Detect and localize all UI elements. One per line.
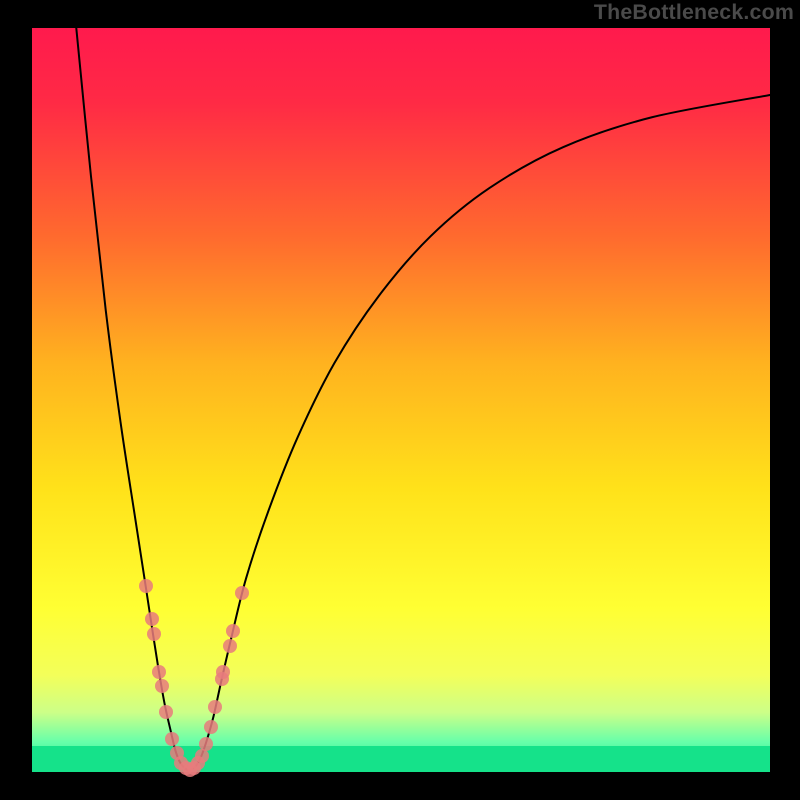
curve-right bbox=[188, 95, 770, 771]
bottleneck-curves bbox=[32, 28, 770, 772]
data-point-marker bbox=[199, 737, 213, 751]
data-point-marker bbox=[208, 700, 222, 714]
attribution-text: TheBottleneck.com bbox=[594, 0, 794, 25]
chart-stage: TheBottleneck.com bbox=[0, 0, 800, 800]
data-point-marker bbox=[195, 749, 209, 763]
data-point-marker bbox=[223, 639, 237, 653]
data-point-marker bbox=[152, 665, 166, 679]
data-point-marker bbox=[145, 612, 159, 626]
data-point-marker bbox=[139, 579, 153, 593]
data-point-marker bbox=[204, 720, 218, 734]
data-point-marker bbox=[216, 665, 230, 679]
data-point-marker bbox=[226, 624, 240, 638]
plot-area bbox=[32, 28, 770, 772]
data-point-marker bbox=[165, 732, 179, 746]
curve-left bbox=[76, 28, 188, 771]
